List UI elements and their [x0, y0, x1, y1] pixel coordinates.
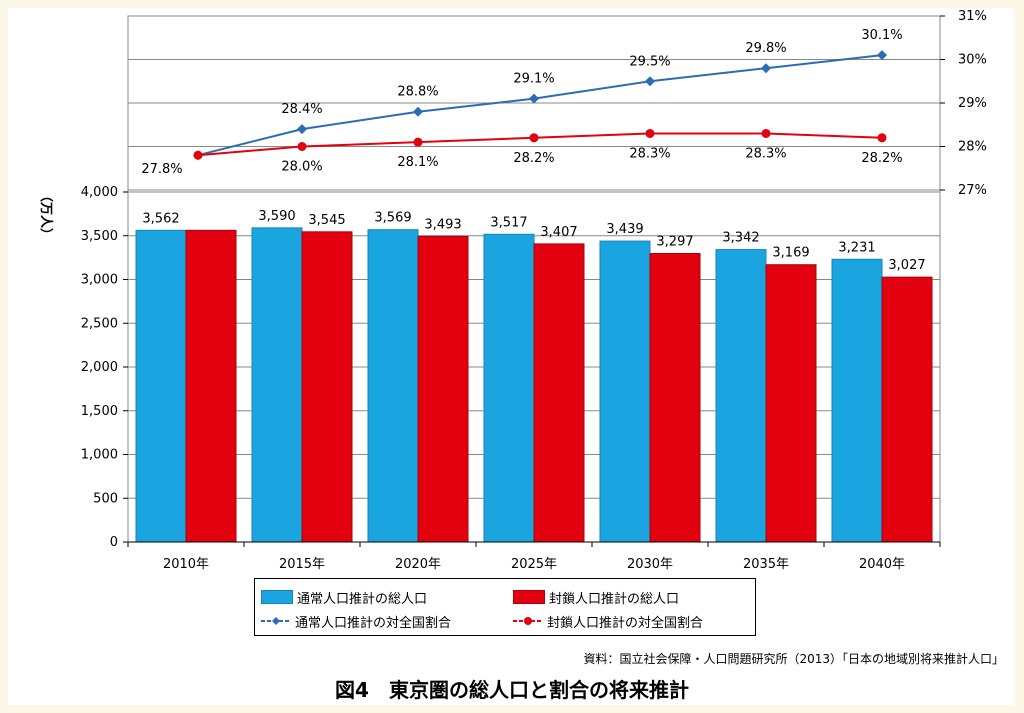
line-data-label: 28.2%: [861, 151, 902, 166]
bar-normal-population: [831, 258, 883, 543]
line-point-normal-ratio: [413, 106, 423, 117]
bar-locked-population: [417, 235, 469, 543]
line-point-normal-ratio: [877, 50, 887, 61]
line-point-locked-ratio: [297, 142, 307, 151]
bar-data-label: 3,231: [838, 240, 875, 255]
legend-line-blue-diamond: [261, 614, 291, 628]
y-tick-label: 3,500: [81, 229, 118, 244]
legend: 通常人口推計の総人口 封鎖人口推計の総人口 通常人口推計の対全国割合 封鎖人口推…: [254, 578, 756, 636]
y-tick-label: 1,000: [81, 448, 118, 463]
y-tick-label: 0: [110, 535, 118, 550]
y-axis-title: （万人）: [38, 189, 54, 241]
legend-swatch-red-bar: [513, 590, 545, 604]
line-point-locked-ratio: [413, 137, 423, 147]
line-point-locked-ratio: [761, 128, 771, 138]
bar-normal-population: [599, 240, 651, 543]
line-data-label: 27.8%: [141, 162, 182, 177]
line-data-label: 29.8%: [745, 41, 786, 56]
bar-data-label: 3,493: [424, 217, 461, 232]
x-tick-label: 2025年: [511, 557, 557, 572]
legend-label: 通常人口推計の総人口: [297, 591, 428, 607]
bar-locked-population: [765, 264, 817, 543]
line-series: [193, 50, 887, 161]
x-tick-label: 2015年: [279, 557, 325, 572]
y2-tick-label: 31%: [958, 9, 987, 24]
bar-normal-population: [251, 227, 303, 543]
bar-locked-population: [301, 231, 353, 543]
line-data-label: 28.1%: [397, 155, 438, 170]
line-data-label: 30.1%: [861, 28, 902, 43]
y2-tick-label: 27%: [958, 183, 987, 198]
bar-data-label: 3,562: [142, 211, 179, 226]
data-labels: 3,562 3,590 3,569 3,517 3,439 3,342 3,231 3,545…: [141, 28, 925, 273]
y-tick-label: 2,500: [81, 316, 118, 331]
line-data-label: 29.5%: [629, 54, 670, 69]
line-data-label: 28.0%: [281, 160, 322, 175]
bar-data-label: 3,027: [888, 258, 925, 273]
line-point-normal-ratio: [529, 93, 539, 104]
y-tick-label: 3,000: [81, 273, 118, 288]
line-data-label: 28.3%: [745, 146, 786, 161]
bar-data-label: 3,517: [490, 215, 527, 230]
bar-locked-population: [649, 253, 701, 543]
line-point-normal-ratio: [297, 124, 307, 135]
legend-label: 通常人口推計の対全国割合: [295, 615, 452, 631]
line-point-normal-ratio: [761, 63, 771, 74]
axes: 0 500 1,000 1,500 2,000 2,500 3,000 3,500 4,000 2…: [81, 9, 987, 572]
source-note: 資料：国立社会保障・人口問題研究所（2013）「日本の地域別将来推計人口」: [583, 652, 1004, 666]
line-point-locked-ratio: [529, 133, 539, 143]
x-tick-label: 2020年: [395, 557, 441, 572]
line-point-normal-ratio: [645, 76, 655, 87]
line-data-label: 28.3%: [629, 146, 670, 161]
y2-tick-label: 28%: [958, 140, 987, 155]
line-point-locked-ratio: [193, 150, 203, 160]
line-point-locked-ratio: [877, 133, 887, 143]
x-tick-label: 2030年: [627, 557, 673, 572]
legend-line-red-circle: [513, 614, 543, 628]
line-data-label: 28.8%: [397, 85, 438, 100]
figure-title: 図4 東京圏の総人口と割合の将来推計: [335, 678, 689, 702]
line-point-locked-ratio: [645, 128, 655, 138]
line-data-label: 29.1%: [513, 72, 554, 87]
bar-normal-population: [135, 229, 187, 543]
bar-data-label: 3,439: [606, 222, 643, 237]
x-tick-label: 2040年: [859, 557, 905, 572]
bar-data-label: 3,407: [540, 225, 577, 240]
legend-swatch-blue-bar: [261, 590, 293, 604]
bar-normal-population: [715, 249, 767, 543]
legend-item-normal-ratio: 通常人口推計の対全国割合: [261, 611, 451, 631]
line-data-label: 28.2%: [513, 151, 554, 166]
legend-item-locked-population: 封鎖人口推計の総人口: [513, 587, 679, 607]
bar-data-label: 3,569: [374, 211, 411, 226]
bar-normal-population: [367, 229, 419, 543]
y-tick-label: 2,000: [81, 360, 118, 375]
y2-tick-label: 29%: [958, 96, 987, 111]
bar-locked-population: [881, 276, 933, 543]
bar-data-label: 3,297: [656, 235, 693, 250]
bar-locked-population: [185, 229, 237, 543]
y-tick-label: 4,000: [81, 185, 118, 200]
y-tick-label: 1,500: [81, 404, 118, 419]
legend-item-normal-population: 通常人口推計の総人口: [261, 587, 427, 607]
legend-label: 封鎖人口推計の対全国割合: [547, 615, 704, 631]
bar-data-label: 3,590: [258, 209, 295, 224]
bar-normal-population: [483, 233, 535, 543]
bar-data-label: 3,169: [772, 246, 809, 261]
bars: [135, 227, 933, 543]
x-tick-label: 2010年: [163, 557, 209, 572]
line-data-label: 28.4%: [281, 102, 322, 117]
legend-label: 封鎖人口推計の総人口: [549, 591, 680, 607]
legend-item-locked-ratio: 封鎖人口推計の対全国割合: [513, 611, 703, 631]
x-tick-label: 2035年: [743, 557, 789, 572]
y2-tick-label: 30%: [958, 53, 987, 68]
bar-data-label: 3,342: [722, 231, 759, 246]
bar-locked-population: [533, 243, 585, 543]
bar-data-label: 3,545: [308, 213, 345, 228]
y-tick-label: 500: [93, 491, 118, 506]
